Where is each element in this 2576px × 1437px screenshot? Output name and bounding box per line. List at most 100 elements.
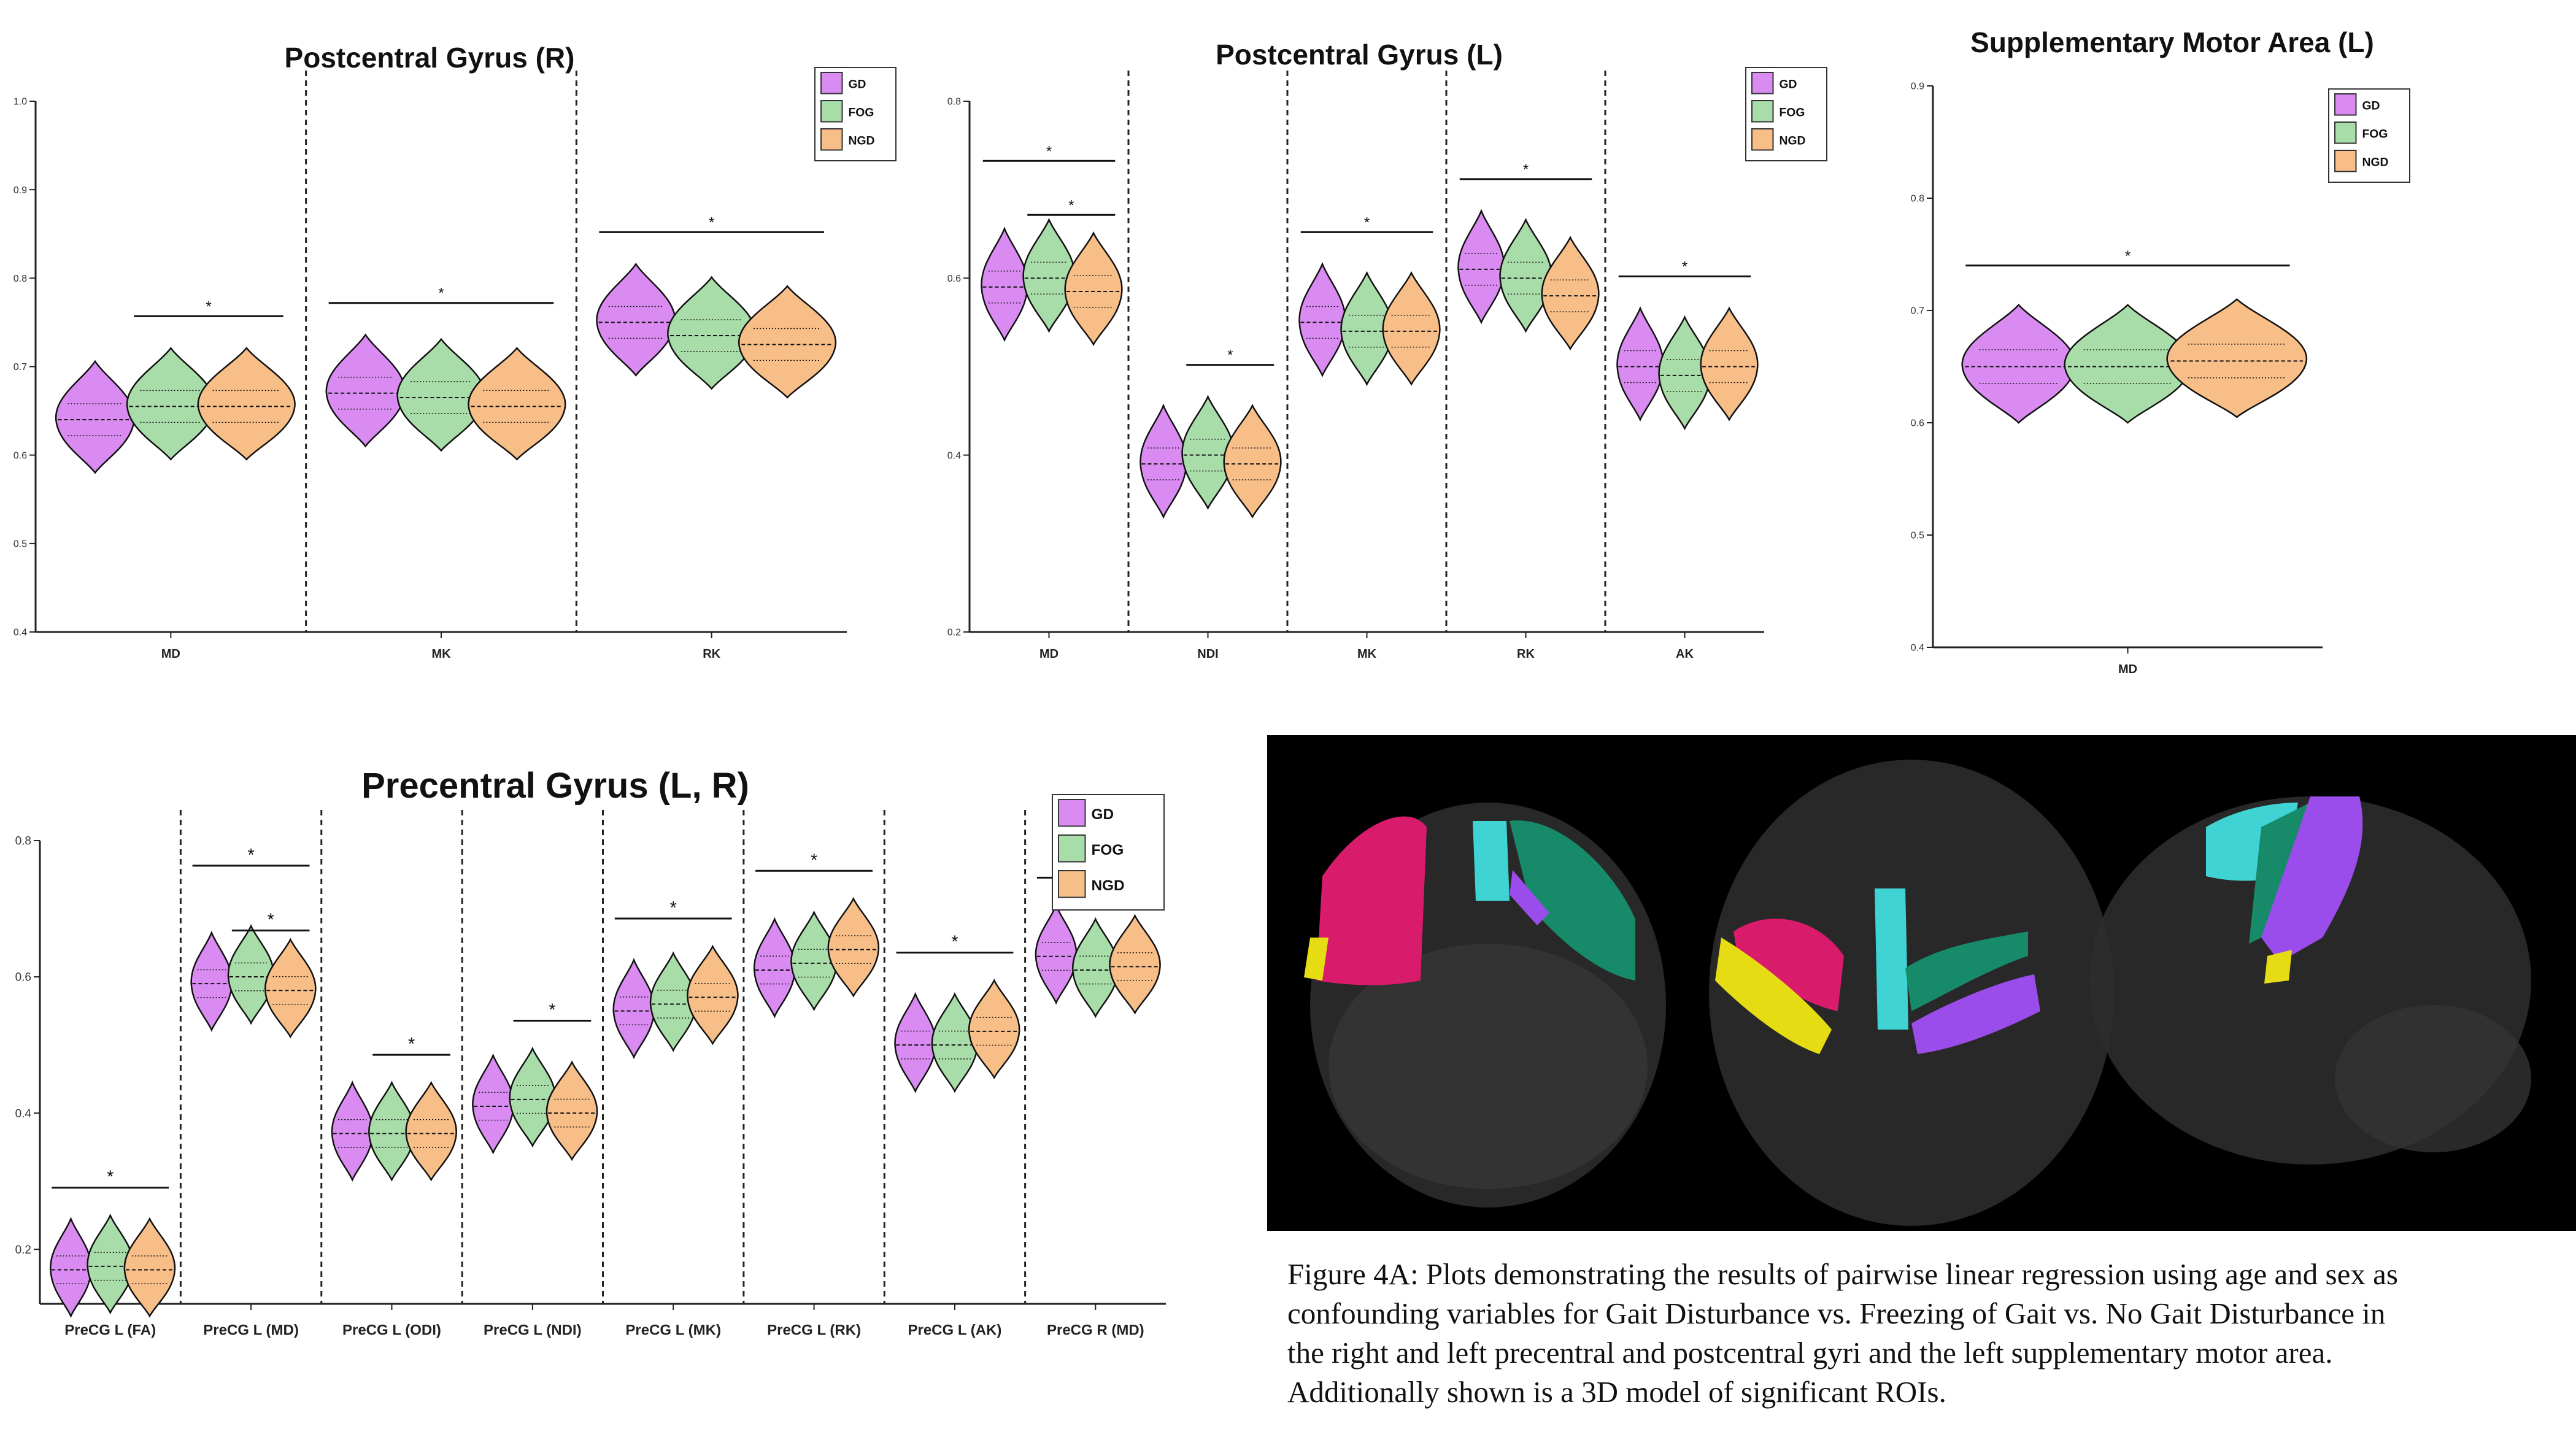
y-tick-label: 0.7 bbox=[1911, 306, 1924, 317]
violin-ngd bbox=[197, 347, 296, 461]
region-precentral-l-axial bbox=[1911, 974, 2040, 1054]
legend-label: GD bbox=[2362, 99, 2380, 112]
violin-gd bbox=[1961, 303, 2076, 424]
violin-ngd bbox=[546, 1060, 598, 1162]
region-postcentral-l bbox=[1510, 820, 1635, 980]
x-tick-label: PreCG L (NDI) bbox=[484, 1322, 582, 1338]
legend-label: GD bbox=[849, 78, 866, 91]
x-tick-label: RK bbox=[1517, 647, 1535, 661]
significance-star: * bbox=[709, 214, 714, 231]
violin-ngd bbox=[1700, 306, 1759, 422]
violin-gd bbox=[325, 333, 406, 448]
legend-label: GD bbox=[1780, 78, 1797, 91]
violin-gd bbox=[1616, 306, 1664, 422]
violin-fog bbox=[1499, 218, 1552, 333]
y-tick-label: 0.4 bbox=[15, 1108, 32, 1120]
y-tick-label: 0.8 bbox=[15, 835, 31, 848]
violin-gd bbox=[50, 1217, 92, 1319]
chart-2: Supplementary Motor Area (L) 0.4 0.5 0.6 0.7… bbox=[1911, 26, 2410, 676]
violin-gd bbox=[981, 226, 1028, 342]
region-precentral-yellow-sagittal bbox=[2264, 950, 2292, 984]
legend-swatch-fog bbox=[1058, 834, 1086, 863]
violin-gd bbox=[753, 917, 796, 1019]
legend-swatch-ngd bbox=[1751, 128, 1774, 151]
violin-ngd bbox=[827, 896, 879, 998]
y-tick-label: 0.9 bbox=[1911, 82, 1924, 92]
legend-label: FOG bbox=[1092, 842, 1124, 858]
significance-star: * bbox=[1046, 143, 1052, 160]
caption-line-1: Figure 4A: Plots demonstrating the resul… bbox=[1287, 1257, 2398, 1291]
brain-view-coronal bbox=[1304, 803, 1666, 1208]
x-tick-label: RK bbox=[703, 647, 720, 661]
significance-star: * bbox=[247, 846, 254, 865]
violin-gd bbox=[894, 992, 937, 1093]
brain-view-axial bbox=[1709, 760, 2114, 1226]
legend: GD FOG NGD bbox=[2328, 88, 2410, 183]
significance-star: * bbox=[1682, 258, 1687, 275]
chart-3: Precentral Gyrus (L, R) 0.2 0.4 0.6 0.8 PreCG… bbox=[15, 766, 1166, 1338]
figure-caption: Figure 4A: Plots demonstrating the resul… bbox=[1287, 1255, 2564, 1412]
y-tick-label: 0.6 bbox=[15, 971, 31, 984]
violin-gd bbox=[596, 263, 676, 377]
legend-swatch-ngd bbox=[1058, 870, 1086, 898]
legend-swatch-ngd bbox=[2334, 150, 2357, 172]
violin-ngd bbox=[1223, 404, 1282, 519]
y-tick-label: 0.4 bbox=[1911, 643, 1924, 653]
violin-fog bbox=[509, 1046, 557, 1148]
significance-star: * bbox=[951, 933, 958, 952]
region-precentral-purple bbox=[1510, 870, 1549, 925]
significance-star: * bbox=[268, 911, 274, 930]
legend-label: NGD bbox=[1780, 134, 1806, 147]
x-tick-label: MK bbox=[431, 647, 451, 661]
legend-swatch-gd bbox=[1058, 799, 1086, 827]
legend-label: FOG bbox=[849, 106, 874, 119]
y-tick-label: 0.5 bbox=[1911, 531, 1924, 541]
legend: GD FOG NGD bbox=[814, 67, 897, 161]
chart-title: Supplementary Motor Area (L) bbox=[1970, 26, 2374, 58]
x-tick-label: PreCG L (MK) bbox=[625, 1322, 721, 1338]
significance-star: * bbox=[811, 850, 817, 870]
x-tick-label: NDI bbox=[1197, 647, 1218, 661]
x-tick-label: PreCG L (RK) bbox=[767, 1322, 861, 1338]
y-tick-label: 0.7 bbox=[13, 362, 27, 372]
caption-line-4: Additionally shown is a 3D model of sign… bbox=[1287, 1375, 1946, 1409]
brain-view-sagittal bbox=[2089, 796, 2531, 1165]
legend-label: FOG bbox=[1780, 106, 1805, 119]
x-tick-label: PreCG R (MD) bbox=[1047, 1322, 1144, 1338]
legend: GD FOG NGD bbox=[1052, 794, 1165, 911]
region-precentral-l-sagittal bbox=[2261, 796, 2363, 962]
significance-star: * bbox=[549, 1001, 555, 1020]
legend-swatch-fog bbox=[1751, 100, 1774, 123]
violin-fog bbox=[667, 275, 757, 390]
brain-3d-model-panel bbox=[1267, 735, 2576, 1231]
violin-ngd bbox=[738, 285, 836, 399]
violin-ngd bbox=[405, 1081, 457, 1182]
legend-label: NGD bbox=[2362, 156, 2389, 169]
y-tick-label: 0.2 bbox=[947, 628, 961, 638]
violin-ngd bbox=[468, 347, 566, 461]
violin-gd bbox=[1298, 261, 1346, 378]
legend-label: GD bbox=[1092, 806, 1114, 823]
x-tick-label: PreCG L (FA) bbox=[64, 1322, 156, 1338]
significance-star: * bbox=[1523, 161, 1529, 178]
chart-title: Precentral Gyrus (L, R) bbox=[361, 766, 749, 806]
caption-line-2: confounding variables for Gait Disturban… bbox=[1287, 1296, 2386, 1330]
significance-star: * bbox=[1227, 347, 1233, 364]
violin-ngd bbox=[968, 979, 1020, 1079]
significance-star: * bbox=[107, 1168, 114, 1187]
region-sma-axial bbox=[1875, 888, 1908, 1030]
legend-swatch-ngd bbox=[820, 128, 843, 151]
y-tick-label: 0.4 bbox=[13, 628, 27, 638]
legend-label: FOG bbox=[2362, 128, 2388, 141]
violin-fog bbox=[1022, 218, 1076, 333]
caption-line-3: the right and left precentral and postce… bbox=[1287, 1336, 2333, 1370]
violin-fog bbox=[1181, 395, 1235, 510]
legend-swatch-fog bbox=[2334, 121, 2357, 144]
y-tick-label: 0.9 bbox=[13, 185, 27, 196]
violin-gd bbox=[331, 1081, 374, 1182]
violin-ngd bbox=[264, 938, 317, 1039]
significance-star: * bbox=[1068, 197, 1074, 214]
y-tick-label: 0.8 bbox=[1911, 194, 1924, 204]
y-tick-label: 0.5 bbox=[13, 539, 27, 549]
